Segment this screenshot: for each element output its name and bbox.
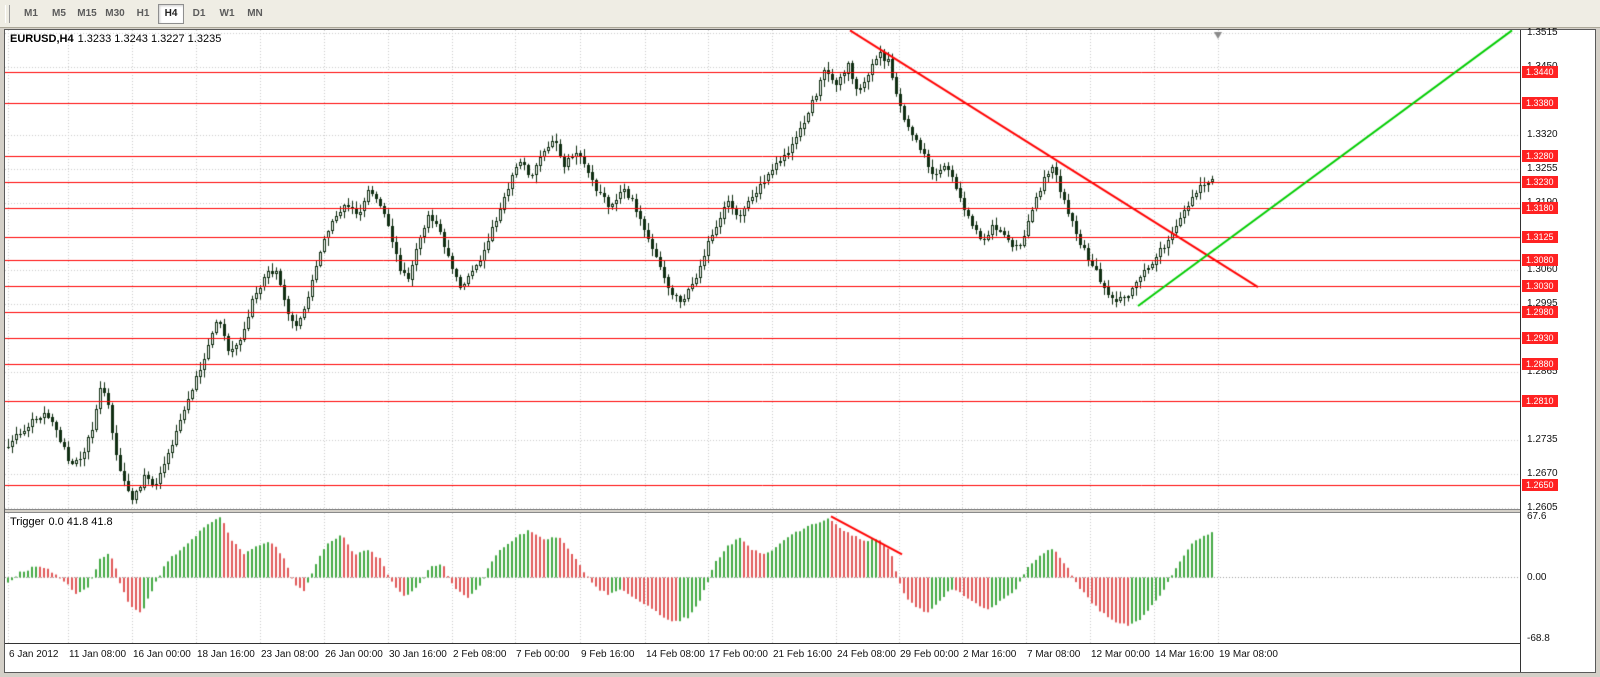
price-level-tag: 1.3180 [1522, 202, 1558, 214]
time-axis-label: 19 Mar 08:00 [1219, 649, 1278, 660]
toolbar-grip-icon [5, 4, 10, 23]
price-chart-canvas[interactable] [5, 30, 1520, 509]
timeframe-button-w1[interactable]: W1 [219, 7, 235, 19]
time-axis-label: 11 Jan 08:00 [69, 649, 127, 660]
time-axis-label: 9 Feb 16:00 [581, 649, 635, 660]
timeframe-buttons: M1 M5 M15 M30 H1 H4 D1 W1 MN [17, 3, 269, 24]
time-axis-label: 23 Jan 08:00 [261, 649, 319, 660]
price-axis-label: 1.3060 [1527, 264, 1558, 275]
price-level-tag: 1.2810 [1522, 395, 1558, 407]
timeframe-button-h1[interactable]: H1 [136, 7, 150, 19]
price-level-tag: 1.3230 [1522, 176, 1558, 188]
price-level-tag: 1.3380 [1522, 97, 1558, 109]
time-axis-label: 7 Feb 00:00 [516, 649, 570, 660]
time-axis-label: 2 Mar 16:00 [963, 649, 1017, 660]
timeframe-button-mn[interactable]: MN [247, 7, 263, 19]
indicator-canvas[interactable] [5, 513, 1520, 643]
time-axis-label: 24 Feb 08:00 [837, 649, 896, 660]
price-axis-label: 1.2865 [1527, 366, 1558, 377]
chart-symbol-label: EURUSD,H4 [10, 33, 74, 45]
price-level-tag: 1.2980 [1522, 306, 1558, 318]
indicator-axis-label-min: -68.8 [1527, 633, 1550, 644]
time-axis[interactable]: 6 Jan 2012 11 Jan 08:00 16 Jan 00:00 18 Jan… [5, 643, 1520, 672]
price-axis-label: 1.2735 [1527, 434, 1558, 445]
price-axis-label: 1.2670 [1527, 468, 1558, 479]
price-axis[interactable]: 1.35151.34501.33201.32551.31901.30601.29… [1520, 27, 1595, 672]
time-axis-label: 16 Jan 00:00 [133, 649, 191, 660]
time-axis-label: 14 Mar 16:00 [1155, 649, 1214, 660]
price-axis-label: 1.3320 [1527, 129, 1558, 140]
indicator-axis-label-zero: 0.00 [1527, 572, 1547, 583]
time-axis-label: 17 Feb 00:00 [709, 649, 768, 660]
time-axis-label: 26 Jan 00:00 [325, 649, 383, 660]
price-level-tag: 1.3280 [1522, 150, 1558, 162]
timeframe-button-m1[interactable]: M1 [24, 7, 38, 19]
indicator-name-label: Trigger [10, 516, 45, 528]
indicator-title: Trigger 0.0 41.8 41.8 [10, 516, 117, 528]
chart-title: EURUSD,H4 1.3233 1.3243 1.3227 1.3235 [10, 33, 221, 45]
timeframe-button-m5[interactable]: M5 [52, 7, 66, 19]
price-level-tag: 1.2650 [1522, 479, 1558, 491]
time-axis-label: 29 Feb 00:00 [900, 649, 959, 660]
price-level-tag: 1.3440 [1522, 66, 1558, 78]
time-axis-label: 6 Jan 2012 [9, 649, 59, 660]
time-axis-label: 21 Feb 16:00 [773, 649, 832, 660]
chart-ohlc-label: 1.3233 1.3243 1.3227 1.3235 [77, 33, 222, 45]
timeframe-button-d1[interactable]: D1 [192, 7, 206, 19]
price-axis-label: 1.3515 [1527, 27, 1558, 38]
indicator-values-label: 0.0 41.8 41.8 [48, 516, 113, 528]
time-axis-label: 18 Jan 16:00 [197, 649, 255, 660]
time-axis-label: 30 Jan 16:00 [389, 649, 447, 660]
chart-window: EURUSD,H4 1.3233 1.3243 1.3227 1.3235 Tri… [4, 27, 1596, 673]
panel-divider[interactable] [5, 509, 1520, 513]
price-level-tag: 1.3125 [1522, 231, 1558, 243]
price-level-tag: 1.2880 [1522, 358, 1558, 370]
indicator-axis-label-max: 67.6 [1527, 511, 1547, 522]
timeframe-button-m15[interactable]: M15 [77, 7, 97, 19]
time-axis-label: 14 Feb 08:00 [646, 649, 705, 660]
price-level-tag: 1.3080 [1522, 254, 1558, 266]
price-level-tag: 1.3030 [1522, 280, 1558, 292]
time-axis-label: 12 Mar 00:00 [1091, 649, 1150, 660]
price-axis-label: 1.2995 [1527, 298, 1558, 309]
timeframe-toolbar: M1 M5 M15 M30 H1 H4 D1 W1 MN [0, 0, 1600, 28]
price-level-tag: 1.2930 [1522, 332, 1558, 344]
timeframe-button-m30[interactable]: M30 [105, 7, 125, 19]
time-axis-label: 2 Feb 08:00 [453, 649, 507, 660]
price-axis-label: 1.2605 [1527, 502, 1558, 513]
time-axis-label: 7 Mar 08:00 [1027, 649, 1081, 660]
price-axis-label: 1.3255 [1527, 163, 1558, 174]
timeframe-button-h4[interactable]: H4 [158, 3, 184, 24]
